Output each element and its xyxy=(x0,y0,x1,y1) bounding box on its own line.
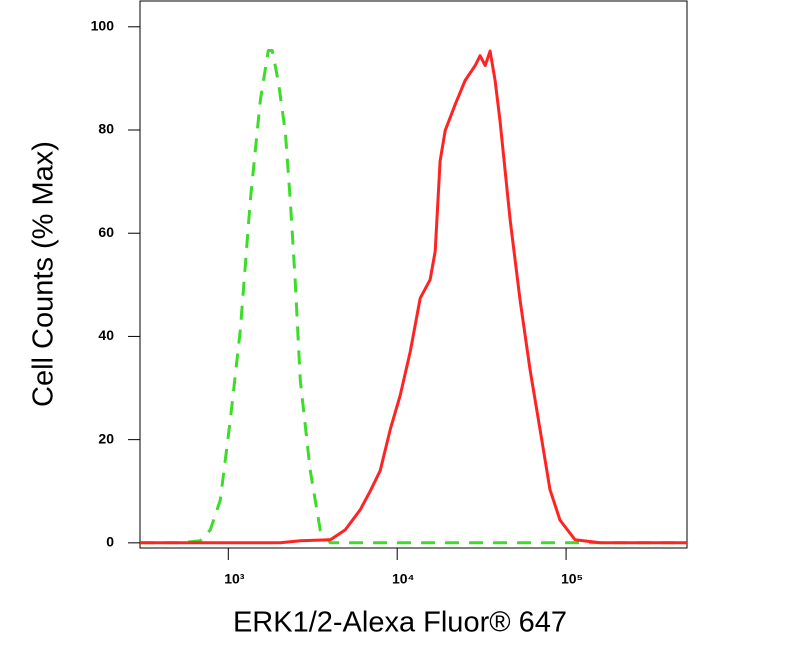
y-tick-label: 60 xyxy=(98,224,114,240)
series-line xyxy=(140,49,687,545)
y-tick-label: 0 xyxy=(106,534,114,550)
series-line xyxy=(140,49,687,545)
x-tick-label: 10⁴ xyxy=(392,571,415,587)
x-tick-label: 10⁵ xyxy=(561,571,583,587)
y-tick-label: 20 xyxy=(98,430,114,446)
x-axis-label: ERK1/2-Alexa Fluor® 647 xyxy=(233,607,567,639)
y-tick-label: 80 xyxy=(98,121,114,137)
y-axis-label: Cell Counts (% Max) xyxy=(28,141,60,407)
x-tick-label: 10³ xyxy=(224,571,245,587)
y-tick-label: 100 xyxy=(91,18,115,34)
y-tick-label: 40 xyxy=(98,327,114,343)
plot-frame xyxy=(139,0,688,549)
